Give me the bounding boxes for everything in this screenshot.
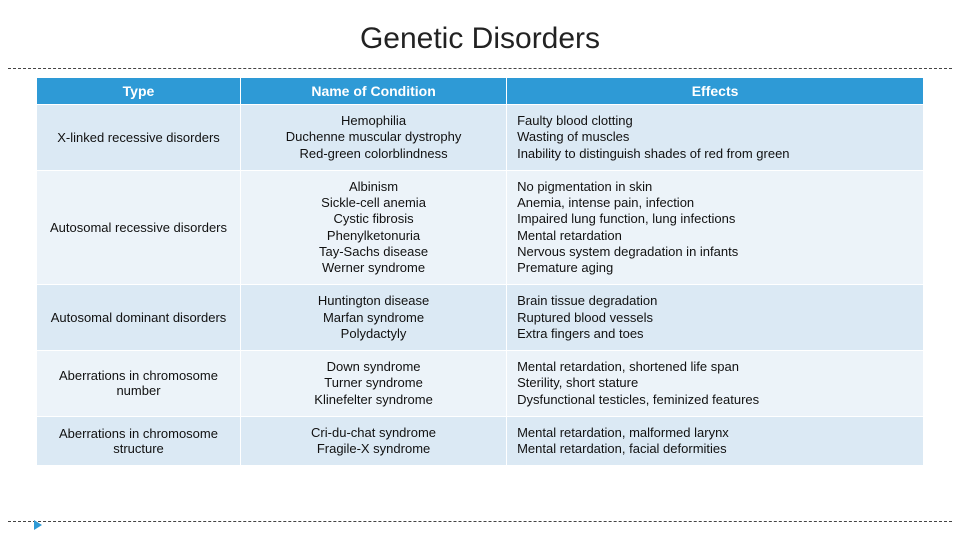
table-container: Type Name of Condition Effects X-linked … [0, 69, 960, 466]
cell-effects: Faulty blood clotting Wasting of muscles… [507, 105, 924, 171]
cell-effects: Brain tissue degradation Ruptured blood … [507, 285, 924, 351]
triangle-marker-icon [34, 520, 42, 530]
cell-type: X-linked recessive disorders [37, 105, 241, 171]
cell-type: Autosomal recessive disorders [37, 170, 241, 285]
cell-conditions: Hemophilia Duchenne muscular dystrophy R… [241, 105, 507, 171]
cell-effects: No pigmentation in skin Anemia, intense … [507, 170, 924, 285]
col-header-type: Type [37, 78, 241, 105]
col-header-effects: Effects [507, 78, 924, 105]
cell-effects: Mental retardation, shortened life span … [507, 351, 924, 417]
cell-conditions: Albinism Sickle-cell anemia Cystic fibro… [241, 170, 507, 285]
col-header-condition: Name of Condition [241, 78, 507, 105]
table-header-row: Type Name of Condition Effects [37, 78, 924, 105]
cell-conditions: Down syndrome Turner syndrome Klinefelte… [241, 351, 507, 417]
cell-conditions: Huntington disease Marfan syndrome Polyd… [241, 285, 507, 351]
genetic-disorders-table: Type Name of Condition Effects X-linked … [36, 77, 924, 466]
table-row: X-linked recessive disorders Hemophilia … [37, 105, 924, 171]
cell-type: Aberrations in chromosome number [37, 351, 241, 417]
table-row: Aberrations in chromosome structure Cri-… [37, 416, 924, 466]
page-title: Genetic Disorders [0, 0, 960, 68]
cell-type: Autosomal dominant disorders [37, 285, 241, 351]
table-row: Aberrations in chromosome number Down sy… [37, 351, 924, 417]
cell-conditions: Cri-du-chat syndrome Fragile-X syndrome [241, 416, 507, 466]
dashed-divider-bottom [8, 521, 952, 522]
table-row: Autosomal recessive disorders Albinism S… [37, 170, 924, 285]
cell-type: Aberrations in chromosome structure [37, 416, 241, 466]
cell-effects: Mental retardation, malformed larynx Men… [507, 416, 924, 466]
table-row: Autosomal dominant disorders Huntington … [37, 285, 924, 351]
